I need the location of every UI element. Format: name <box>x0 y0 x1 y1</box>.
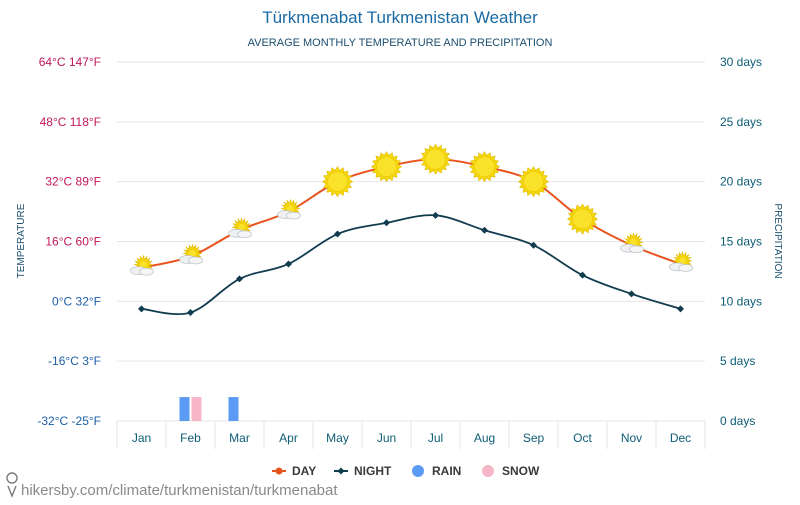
legend-item-rain: RAIN <box>412 464 461 478</box>
snow-bar <box>191 397 202 421</box>
legend-item-night: NIGHT <box>334 464 392 478</box>
night-point <box>677 305 684 313</box>
cloud-puff <box>678 264 693 272</box>
night-point <box>530 241 537 249</box>
partly-cloudy-icon <box>277 198 301 220</box>
partly-cloudy-icon <box>228 217 252 239</box>
pin-head <box>6 472 18 484</box>
sun-disc <box>572 208 593 230</box>
legend-label: RAIN <box>432 464 461 478</box>
partly-cloudy-icon <box>669 250 693 272</box>
right-axis-tick-label: 5 days <box>720 354 755 368</box>
night-temperature-line <box>141 214 681 316</box>
month-label: Jan <box>132 431 151 445</box>
left-axis-tick-label: 16°C 60°F <box>45 235 101 249</box>
partly-cloudy-icon <box>620 232 644 254</box>
legend-label: NIGHT <box>354 464 392 478</box>
right-axis-tick-label: 0 days <box>720 414 755 428</box>
sun-icon <box>566 203 599 235</box>
legend-label: SNOW <box>502 464 540 478</box>
night-point <box>236 275 243 283</box>
legend-marker <box>412 465 424 477</box>
legend-label: DAY <box>292 464 316 478</box>
left-axis-tick-label: 64°C 147°F <box>39 55 101 69</box>
night-point <box>285 260 292 268</box>
night-point <box>579 271 586 279</box>
right-axis-title: PRECIPITATION <box>772 203 783 278</box>
night-point <box>628 290 635 298</box>
pin-tail <box>7 485 17 498</box>
sun-icon <box>517 166 550 198</box>
night-point <box>481 226 488 234</box>
legend-marker <box>337 467 345 475</box>
cloud-puff <box>188 256 203 265</box>
sun-disc <box>376 156 397 178</box>
legend-item-day: DAY <box>272 464 316 478</box>
source-url: hikersby.com/climate/turkmenistan/turkme… <box>21 482 338 499</box>
rain-bar <box>179 397 190 421</box>
location-pin-icon <box>6 472 18 498</box>
month-label: Dec <box>670 431 691 445</box>
partly-cloudy-icon <box>130 254 154 276</box>
chart-subtitle: AVERAGE MONTHLY TEMPERATURE AND PRECIPIT… <box>248 37 553 49</box>
legend-marker <box>482 465 494 477</box>
rain-bar <box>228 397 239 421</box>
month-label: Sep <box>523 431 545 445</box>
month-label: Aug <box>474 431 495 445</box>
sun-disc <box>523 171 544 192</box>
left-axis-tick-label: 32°C 89°F <box>45 175 101 189</box>
sun-disc <box>474 156 495 178</box>
sun-icon <box>321 166 354 198</box>
left-axis-tick-label: -16°C 3°F <box>48 354 101 368</box>
night-point <box>187 309 194 317</box>
cloud-puff <box>139 267 154 276</box>
month-label: Jun <box>377 431 396 445</box>
night-point <box>383 219 390 227</box>
month-label: May <box>326 431 349 445</box>
legend-item-snow: SNOW <box>482 464 540 478</box>
left-axis-tick-label: 48°C 118°F <box>40 115 101 129</box>
month-label: Feb <box>180 431 201 445</box>
month-label: Oct <box>573 431 592 445</box>
legend-marker <box>275 467 283 475</box>
left-axis-tick-label: -32°C -25°F <box>37 414 101 428</box>
cloud-puff <box>286 211 301 220</box>
partly-cloudy-icon <box>179 243 203 265</box>
month-label: Nov <box>621 431 642 445</box>
month-label: Mar <box>229 431 250 445</box>
sun-icon <box>370 151 403 183</box>
right-axis-tick-label: 10 days <box>720 294 762 308</box>
right-axis-tick-label: 15 days <box>720 235 762 249</box>
sun-disc <box>425 148 446 170</box>
right-axis-tick-label: 25 days <box>720 115 762 129</box>
sun-disc <box>327 171 348 192</box>
month-label: Apr <box>279 431 298 445</box>
cloud-puff <box>237 230 252 239</box>
left-axis-title: TEMPERATURE <box>16 203 27 278</box>
cloud-puff <box>629 245 644 254</box>
chart-title: Türkmenabat Turkmenistan Weather <box>262 8 538 27</box>
sun-icon <box>419 143 452 175</box>
month-label: Jul <box>428 431 443 445</box>
night-point <box>138 305 145 313</box>
right-axis-tick-label: 20 days <box>720 175 762 189</box>
night-point <box>334 230 341 238</box>
right-axis-tick-label: 30 days <box>720 55 762 69</box>
day-temperature-line <box>141 158 681 269</box>
left-axis-tick-label: 0°C 32°F <box>52 294 101 308</box>
sun-icon <box>468 151 501 183</box>
night-point <box>432 211 439 219</box>
